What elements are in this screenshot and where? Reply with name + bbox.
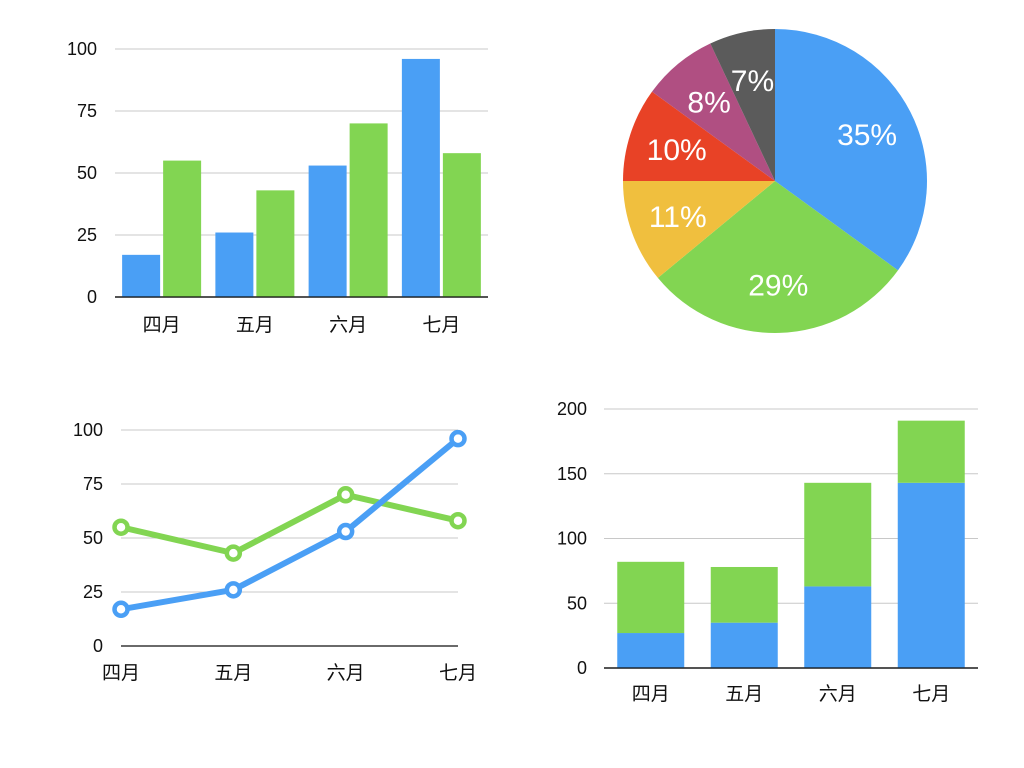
bar-segment (897, 482, 965, 668)
data-point (224, 581, 243, 599)
data-point (224, 544, 243, 562)
x-tick-label: 四月 (143, 314, 181, 336)
y-tick-label: 50 (567, 593, 587, 613)
y-tick-label: 100 (73, 420, 103, 440)
bar (349, 123, 388, 298)
x-tick-label: 四月 (102, 662, 140, 684)
bar (163, 160, 202, 297)
pie-chart: 35% 29% 11% 10% 8%7% (623, 29, 927, 334)
x-tick-label: 七月 (912, 683, 950, 705)
y-tick-label: 75 (83, 474, 103, 494)
y-tick-label: 100 (67, 39, 97, 59)
x-tick-label: 六月 (327, 662, 365, 684)
x-tick-label: 七月 (439, 662, 477, 684)
slice-label: 11% (649, 201, 707, 234)
x-tick-label: 四月 (632, 683, 670, 705)
data-point (336, 522, 355, 541)
series-line (118, 491, 461, 557)
y-tick-label: 50 (83, 528, 103, 548)
y-tick-label: 25 (77, 225, 97, 245)
data-point (112, 518, 130, 536)
slice-label: 29% (748, 269, 808, 302)
slice-label: 8% (687, 86, 730, 119)
bar (256, 190, 295, 297)
x-tick-label: 五月 (214, 662, 252, 684)
slice-label: 35% (837, 119, 897, 152)
pie-slice (623, 91, 775, 181)
grouped-bar-chart: 0 25 50 75 100 四月 五月 六月 七月 (67, 39, 488, 336)
y-tick-label: 25 (83, 582, 103, 602)
y-tick-label: 0 (93, 636, 103, 656)
bar-segment (710, 566, 778, 623)
bar-segment (617, 561, 685, 634)
y-tick-label: 0 (577, 658, 587, 678)
line-chart: 0 25 50 75 100 四月 五月 六月 七月 (73, 420, 477, 684)
bar-segment (617, 633, 685, 668)
bar (122, 254, 161, 297)
stacked-bar-chart: 0 50 100 150 200 四月 五月 六月 七月 (557, 399, 978, 705)
pie-slice (710, 29, 775, 181)
x-tick-label: 五月 (236, 314, 274, 336)
pie-slice (652, 43, 775, 181)
data-point (449, 511, 467, 530)
y-tick-label: 0 (87, 287, 97, 307)
slice-label: 7% (731, 65, 774, 98)
bar (401, 58, 440, 297)
x-tick-label: 五月 (725, 683, 763, 705)
x-tick-label: 七月 (422, 314, 460, 336)
bar-segment (897, 420, 965, 483)
bar-segment (710, 622, 778, 668)
bar (442, 153, 481, 297)
pie-slice (775, 29, 927, 271)
data-point (449, 429, 467, 448)
pie-slice (657, 181, 898, 334)
slice-label: 10% (647, 134, 707, 167)
bar (308, 165, 347, 297)
y-tick-label: 75 (77, 101, 97, 121)
bar-segment (804, 482, 872, 587)
pie-slice (623, 181, 775, 278)
series-line (118, 435, 461, 613)
y-tick-label: 50 (77, 163, 97, 183)
bar-segment (804, 586, 872, 668)
x-tick-label: 六月 (329, 314, 367, 336)
data-point (112, 600, 130, 619)
y-tick-label: 100 (557, 529, 587, 549)
bar (215, 232, 254, 297)
x-tick-label: 六月 (819, 683, 857, 705)
data-point (336, 486, 355, 504)
y-tick-label: 150 (557, 464, 587, 484)
y-tick-label: 200 (557, 399, 587, 419)
